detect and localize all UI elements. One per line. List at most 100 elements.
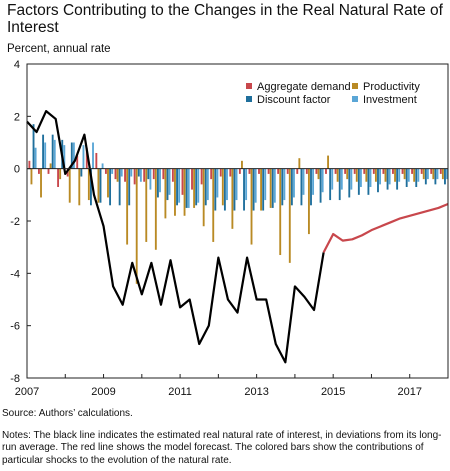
bar-discount-factor <box>357 168 360 195</box>
bar-aggregate-demand <box>238 168 241 174</box>
bar-productivity <box>49 163 52 169</box>
bar-productivity <box>307 168 310 235</box>
bar-productivity <box>327 155 329 169</box>
line-estimate <box>26 109 325 364</box>
bar-discount-factor <box>300 168 303 206</box>
bar-productivity <box>250 168 253 245</box>
bar-productivity <box>298 158 301 169</box>
bar-investment <box>340 168 343 190</box>
legend-label: Investment <box>363 94 417 106</box>
bar-investment <box>63 145 66 169</box>
x-tick-label: 2011 <box>168 386 192 398</box>
bar-discount-factor <box>185 168 188 208</box>
bar-discount-factor <box>415 168 418 187</box>
bar-aggregate-demand <box>430 168 433 174</box>
bar-discount-factor <box>233 168 236 211</box>
legend-item-productivity: Productivity <box>352 81 420 93</box>
bar-productivity <box>403 168 406 180</box>
bar-discount-factor <box>377 168 379 193</box>
bar-productivity <box>432 168 435 180</box>
legend-item-investment: Investment <box>352 94 417 106</box>
bar-discount-factor <box>147 168 150 180</box>
bar-productivity <box>231 168 234 229</box>
bar-investment <box>111 168 114 174</box>
bar-discount-factor <box>90 168 92 206</box>
bar-aggregate-demand <box>210 168 213 180</box>
bar-discount-factor <box>367 168 370 195</box>
bar-productivity <box>202 168 205 227</box>
bar-aggregate-demand <box>38 168 40 174</box>
bar-aggregate-demand <box>382 168 385 174</box>
bar-aggregate-demand <box>229 168 232 177</box>
bar-investment <box>446 168 448 180</box>
bar-discount-factor <box>262 168 265 211</box>
x-tick-label: 2009 <box>91 386 115 398</box>
bar-discount-factor <box>137 168 140 177</box>
bar-investment <box>359 168 362 187</box>
bar-investment <box>130 168 133 177</box>
bar-productivity <box>317 168 320 180</box>
bar-aggregate-demand <box>219 168 222 177</box>
bar-aggregate-demand <box>85 147 88 169</box>
bar-investment <box>92 142 94 169</box>
bar-productivity <box>97 168 100 203</box>
bar-aggregate-demand <box>191 168 193 190</box>
bar-productivity <box>154 168 157 250</box>
bar-investment <box>216 168 219 198</box>
bar-discount-factor <box>118 168 121 206</box>
bar-aggregate-demand <box>133 168 136 185</box>
bar-investment <box>149 168 152 190</box>
bar-discount-factor <box>32 124 35 169</box>
bar-aggregate-demand <box>76 155 79 169</box>
bar-investment <box>159 168 161 193</box>
bar-discount-factor <box>310 168 312 206</box>
bar-productivity <box>374 168 377 182</box>
y-tick-label: -2 <box>10 216 20 228</box>
bar-investment <box>369 168 372 187</box>
bar-aggregate-demand <box>162 168 165 180</box>
bar-investment <box>436 168 439 180</box>
bar-discount-factor <box>444 168 446 185</box>
bar-discount-factor <box>166 168 169 201</box>
bar-investment <box>407 168 410 182</box>
bar-productivity <box>30 168 33 185</box>
bar-investment <box>235 168 238 201</box>
bar-discount-factor <box>338 168 341 201</box>
bar-aggregate-demand <box>104 168 107 174</box>
bar-aggregate-demand <box>392 168 394 174</box>
bar-aggregate-demand <box>325 168 327 174</box>
legend-label: Aggregate demand <box>257 81 351 93</box>
bar-discount-factor <box>204 168 207 206</box>
bar-discount-factor <box>424 168 427 185</box>
bar-productivity <box>87 168 90 201</box>
bar-discount-factor <box>386 168 389 190</box>
x-tick-label: 2007 <box>15 386 39 398</box>
bar-discount-factor <box>80 168 83 177</box>
bar-productivity <box>78 168 81 206</box>
bar-aggregate-demand <box>66 168 69 177</box>
bar-aggregate-demand <box>372 168 375 174</box>
legend-item-aggregate-demand: Aggregate demand <box>246 81 351 93</box>
y-tick-label: 0 <box>14 164 20 176</box>
bar-productivity <box>221 168 224 206</box>
bar-discount-factor <box>128 168 131 206</box>
bar-aggregate-demand <box>95 152 98 169</box>
bar-productivity <box>279 168 282 256</box>
bar-productivity <box>288 168 291 263</box>
bar-investment <box>254 168 257 203</box>
bar-aggregate-demand <box>267 168 270 174</box>
bar-aggregate-demand <box>420 168 423 174</box>
bar-investment <box>283 168 286 201</box>
bar-discount-factor <box>405 168 408 187</box>
y-tick-label: -6 <box>10 321 20 333</box>
line-forecast <box>322 202 449 253</box>
bar-productivity <box>107 168 109 198</box>
bar-productivity <box>212 168 215 242</box>
bar-aggregate-demand <box>248 168 251 174</box>
bar-productivity <box>384 168 387 182</box>
bar-productivity <box>269 168 272 208</box>
bar-investment <box>197 168 200 203</box>
legend-swatch-productivity <box>352 83 358 89</box>
bar-productivity <box>164 168 167 219</box>
y-tick-label: 4 <box>14 59 20 71</box>
